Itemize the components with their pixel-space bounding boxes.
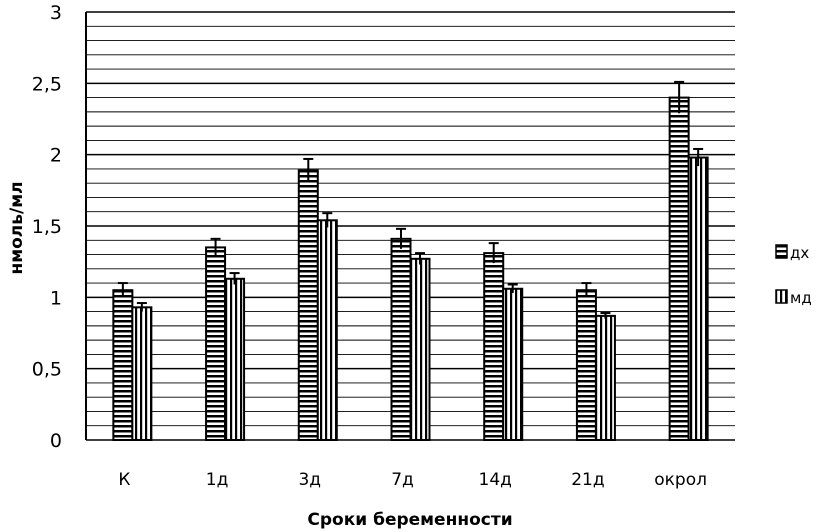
- bar-dh: [483, 252, 505, 441]
- x-category-label: 14д: [479, 470, 512, 490]
- y-tick-label: 0,5: [32, 359, 62, 381]
- x-category-label: К: [118, 470, 130, 490]
- x-category-label: 7д: [391, 470, 414, 490]
- bar-md: [316, 219, 338, 441]
- y-tick-label: 1,5: [32, 216, 62, 238]
- legend-item-md: мд: [775, 289, 812, 307]
- y-tick-label: 1: [50, 287, 62, 309]
- legend-swatch-md: [775, 289, 788, 304]
- legend-item-dh: дх: [775, 244, 809, 262]
- bar-md: [224, 277, 246, 441]
- bar-md: [594, 314, 616, 442]
- x-category-label: окрол: [654, 470, 707, 490]
- y-tick-label: 2,5: [32, 73, 62, 95]
- legend-swatch-dh: [775, 244, 788, 259]
- bar-md: [687, 156, 709, 442]
- y-tick-label: 3: [50, 2, 62, 24]
- y-tick-label: 0: [50, 430, 62, 452]
- bar-md: [409, 257, 431, 441]
- bar-dh: [205, 246, 227, 441]
- bar-dh: [112, 289, 134, 442]
- legend-label-dh: дх: [790, 244, 809, 262]
- y-tick-label: 2: [50, 145, 62, 167]
- bars: [112, 80, 709, 442]
- y-tick-labels: 0 0,5 1 1,5 2 2,5 3: [32, 2, 62, 452]
- x-category-label: 1д: [206, 470, 229, 490]
- bar-dh: [575, 289, 597, 442]
- bar-dh: [390, 237, 412, 441]
- bar-md: [502, 287, 524, 442]
- x-category-label: 3д: [298, 470, 321, 490]
- bar-dh: [668, 96, 690, 441]
- y-axis-title: нмоль/мл: [7, 181, 27, 274]
- x-category-label: 21д: [571, 470, 604, 490]
- bar-dh: [297, 169, 319, 442]
- legend-label-md: мд: [790, 289, 812, 307]
- x-category-labels: К 1д 3д 7д 14д 21д окрол: [118, 470, 707, 490]
- x-axis-title: Сроки беременности: [307, 510, 512, 530]
- legend: дх мд: [775, 244, 812, 307]
- bar-md: [131, 306, 153, 441]
